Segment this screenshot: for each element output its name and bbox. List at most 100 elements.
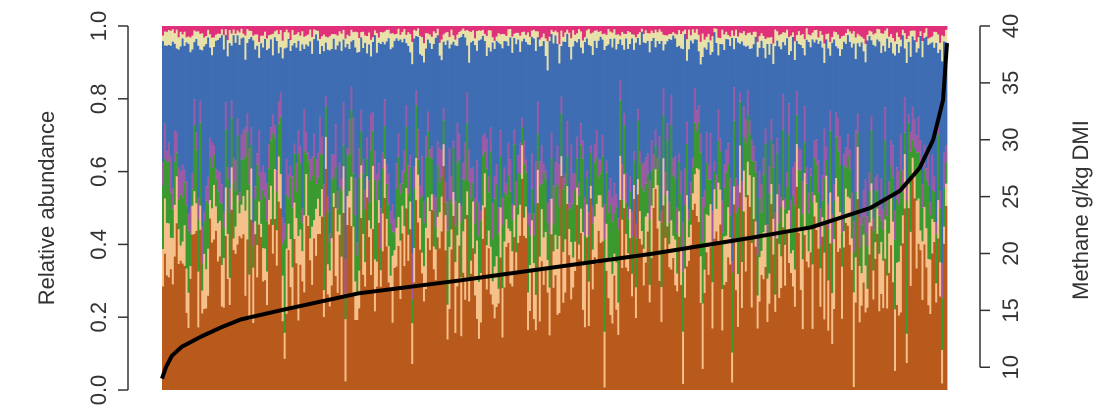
bar-segment [831,42,834,215]
bar-segment [362,173,365,234]
bar-segment [650,26,654,31]
bar-segment [209,26,212,35]
bar-segment [464,30,467,38]
bar-segment [525,206,528,239]
bar-segment [929,26,932,38]
bar-segment [273,26,277,32]
bar-segment [446,32,449,41]
bar-segment [519,143,522,175]
bar-segment [415,105,418,158]
bar-segment [850,33,854,48]
bar-segment [799,44,803,150]
bar-segment [371,41,375,113]
bar-segment [583,235,587,263]
bar-segment [870,226,873,390]
bar-segment [485,55,489,139]
bar-segment [809,47,812,169]
bar-segment [462,272,465,390]
bar-segment [921,207,924,242]
bar-segment [672,257,675,390]
bar-segment [525,26,528,35]
bar-segment [362,159,365,174]
bar-segment [674,177,677,240]
bar-segment [289,40,292,52]
bar-segment [162,35,165,42]
bar-segment [450,249,453,390]
bar-segment [279,92,283,117]
bar-segment [623,33,626,50]
bar-segment [676,34,679,47]
bar-segment [509,159,512,192]
bar-segment [277,156,281,202]
bar-segment [574,26,577,35]
bar-segment [915,135,918,153]
bar-segment [664,35,667,45]
bar-segment [525,238,528,390]
bar-segment [644,157,648,184]
bar-segment [536,26,540,32]
bar-segment [631,38,634,213]
bar-segment [373,150,377,180]
bar-segment [895,167,899,199]
bar-segment [313,26,316,30]
bar-segment [905,182,909,201]
bar-segment [581,232,585,310]
bar-segment [162,41,165,163]
bar-segment [715,28,718,44]
bar-segment [733,204,736,390]
bar-segment [825,26,828,35]
bar-segment [173,43,177,131]
bar-segment [705,252,708,390]
bar-segment [244,295,247,390]
bar-segment [568,26,571,33]
bar-segment [895,304,899,390]
bar-segment [756,56,759,237]
bar-segment [627,206,630,219]
bar-segment [782,32,785,43]
bar-segment [275,265,279,390]
bar-segment [664,26,667,36]
bar-segment [362,274,365,390]
bar-segment [175,223,179,390]
bar-segment [638,162,642,212]
bar-segment [793,26,797,42]
bar-segment [552,26,555,32]
y-axis-label: Relative abundance [34,111,59,305]
bar-segment [173,130,177,162]
bar-segment [195,230,198,390]
bar-segment [703,269,707,294]
bar-segment [768,54,771,167]
bar-segment [864,43,867,63]
bar-segment [458,37,461,135]
bar-segment [503,26,506,35]
bar-segment [756,41,759,57]
bar-segment [701,197,705,242]
bar-segment [850,215,854,239]
bar-segment [729,264,732,390]
bar-segment [672,35,675,159]
bar-segment [340,26,343,34]
bar-segment [340,178,343,191]
bar-segment [527,44,530,213]
bar-segment [401,170,404,184]
bar-segment [842,166,846,232]
bar-segment [222,307,226,390]
bar-segment [401,31,404,43]
bar-segment [892,26,895,38]
bar-segment [421,273,424,390]
bar-segment [499,207,502,258]
bar-segment [589,26,593,34]
bar-segment [214,230,218,390]
bar-segment [454,332,457,390]
bar-segment [489,30,493,52]
bar-segment [899,312,903,390]
bar-segment [256,45,259,154]
bar-segment [766,26,769,38]
bar-segment [697,105,701,123]
bar-segment [554,162,557,187]
bar-segment [214,26,218,35]
bar-segment [591,26,595,33]
bar-segment [721,232,724,290]
bar-segment [931,36,934,43]
bar-segment [419,249,422,390]
